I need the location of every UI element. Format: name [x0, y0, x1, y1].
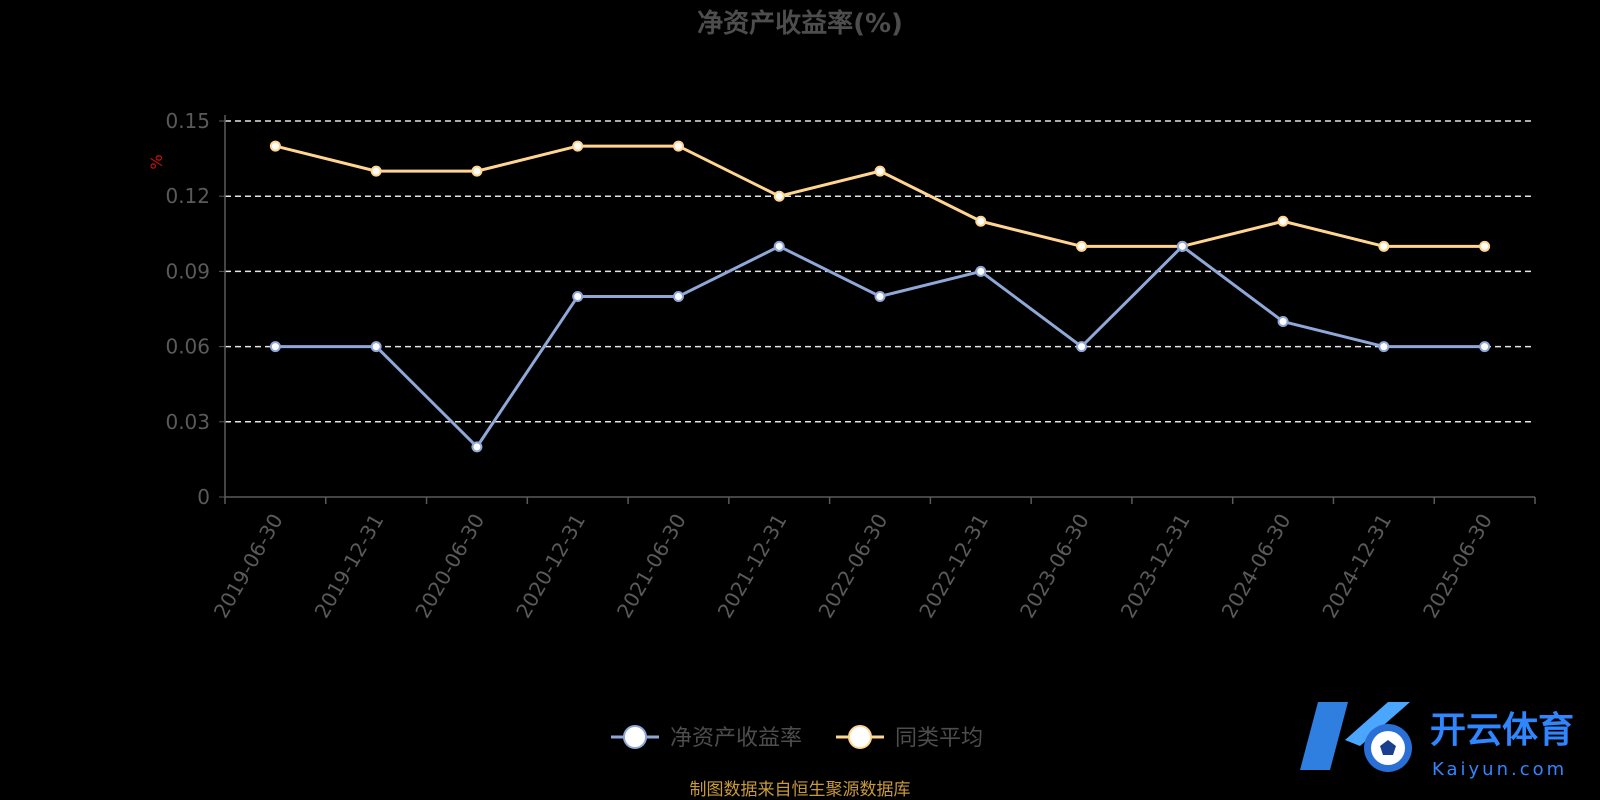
data-point-roe [773, 240, 785, 252]
y-tick-label: 0.06 [165, 335, 210, 359]
x-tick-label: 2019-06-30 [209, 510, 288, 623]
watermark-logo: 开云体育 Kaiyun.com [1300, 702, 1574, 780]
source-note: 制图数据来自恒生聚源数据库 [690, 780, 911, 800]
y-tick-label: 0.12 [165, 184, 210, 208]
watermark-domain: Kaiyun.com [1432, 759, 1567, 780]
data-point-peer-average [1277, 215, 1289, 227]
x-axis-ticks: 2019-06-30 2019-12-31 2020-06-30 2020-12-31… [209, 497, 1536, 623]
x-tick-label: 2019-12-31 [310, 510, 389, 623]
y-axis-ticks: 0 0.03 0.06 0.09 0.12 0.15 [165, 109, 225, 509]
data-point-peer-average [1479, 240, 1491, 252]
y-tick-label: 0.03 [165, 410, 210, 434]
data-point-roe [975, 265, 987, 277]
data-point-roe [1479, 341, 1491, 353]
x-tick-label: 2024-12-31 [1317, 510, 1396, 623]
legend-item-peer-average[interactable]: 同类平均 [836, 725, 983, 751]
x-tick-label: 2020-06-30 [410, 510, 489, 623]
data-point-roe [1378, 341, 1390, 353]
data-point-peer-average [1378, 240, 1390, 252]
data-point-roe [269, 341, 281, 353]
x-tick-label: 2023-12-31 [1116, 510, 1195, 623]
x-tick-label: 2022-12-31 [914, 510, 993, 623]
y-axis-unit-label: % [147, 154, 166, 169]
data-point-peer-average [572, 140, 584, 152]
data-point-roe [572, 290, 584, 302]
logo-k-arm [1345, 702, 1410, 746]
x-tick-label: 2023-06-30 [1015, 510, 1094, 623]
x-tick-label: 2020-12-31 [511, 510, 590, 623]
data-point-peer-average [773, 190, 785, 202]
x-tick-label: 2021-12-31 [713, 510, 792, 623]
x-tick-label: 2022-06-30 [813, 510, 892, 623]
data-point-peer-average [672, 140, 684, 152]
data-point-roe [370, 341, 382, 353]
data-point-peer-average [975, 215, 987, 227]
data-point-roe [672, 290, 684, 302]
data-point-peer-average [471, 165, 483, 177]
watermark-brand: 开云体育 [1430, 710, 1574, 751]
chart-title: 净资产收益率(%) [697, 8, 903, 39]
x-tick-label: 2021-06-30 [612, 510, 691, 623]
legend-label-peer-average: 同类平均 [895, 726, 983, 751]
data-point-roe [1176, 240, 1188, 252]
grid-lines [225, 120, 1535, 423]
axes [224, 115, 1535, 498]
data-point-peer-average [1076, 240, 1088, 252]
logo-k-stem [1300, 702, 1348, 770]
data-point-roe [471, 441, 483, 453]
data-point-peer-average [874, 165, 886, 177]
data-point-roe [1076, 341, 1088, 353]
soccer-ball-patch [1380, 740, 1396, 755]
data-point-roe [874, 290, 886, 302]
data-point-peer-average [269, 140, 281, 152]
y-tick-label: 0.09 [165, 259, 210, 283]
legend-label-roe: 净资产收益率 [670, 726, 802, 751]
y-tick-label: 0.15 [165, 109, 210, 133]
x-tick-label: 2025-06-30 [1418, 510, 1497, 623]
legend-marker-peer-average [848, 725, 872, 749]
data-point-peer-average [370, 165, 382, 177]
legend-item-roe[interactable]: 净资产收益率 [611, 725, 802, 751]
legend-marker-roe [623, 725, 647, 749]
legend[interactable]: 净资产收益率 同类平均 [611, 725, 983, 751]
data-point-roe [1277, 316, 1289, 328]
series-group [269, 140, 1491, 453]
x-tick-label: 2024-06-30 [1217, 510, 1296, 623]
y-tick-label: 0 [197, 485, 210, 509]
